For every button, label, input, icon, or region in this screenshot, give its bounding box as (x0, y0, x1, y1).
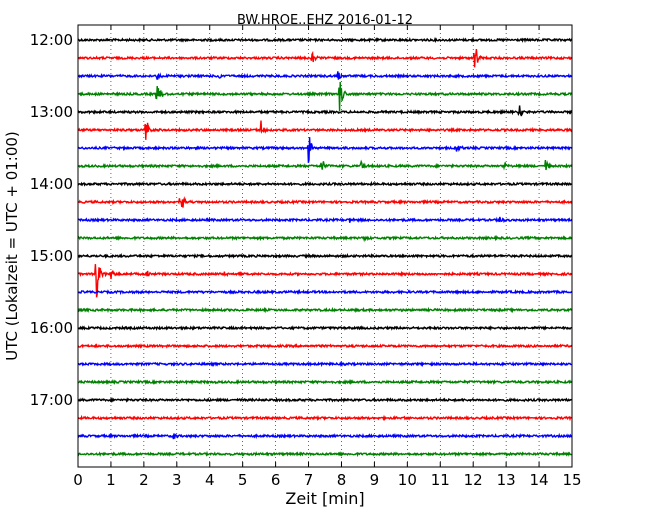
x-tick-label: 14 (530, 471, 549, 489)
y-tick-label: 14:00 (30, 175, 73, 193)
x-tick-label: 0 (73, 471, 83, 489)
x-tick-label: 9 (370, 471, 380, 489)
x-tick-label: 8 (337, 471, 347, 489)
trace-line (77, 288, 573, 296)
grid (78, 25, 572, 467)
x-tick-label: 15 (562, 471, 581, 489)
y-tick-label: 12:00 (30, 31, 73, 49)
y-tick-label: 17:00 (30, 391, 73, 409)
y-tick-label: 15:00 (30, 247, 73, 265)
axis-ticks: 0 1 2 3 4 5 6 7 8 9 10 11 12 13 14 1512:0013:0014:0015:… (30, 25, 582, 489)
trace-line (78, 378, 573, 386)
x-tick-label: 11 (431, 471, 450, 489)
trace-line (77, 325, 572, 332)
y-axis-label: UTC (Lokalzeit = UTC + 01:00) (3, 131, 21, 361)
trace-line (77, 432, 572, 440)
trace-line (77, 196, 573, 208)
y-tick-label: 16:00 (30, 319, 73, 337)
y-tick-label: 13:00 (30, 103, 73, 121)
x-tick-label: 12 (464, 471, 483, 489)
x-axis-label: Zeit [min] (285, 489, 364, 508)
trace-line (77, 360, 572, 368)
trace-line (77, 264, 573, 298)
plot-frame (77, 24, 573, 468)
traces (77, 36, 573, 458)
trace-line (77, 234, 573, 243)
trace-line (77, 105, 573, 117)
trace-line (77, 396, 573, 404)
trace-line (77, 306, 573, 314)
x-tick-label: 6 (271, 471, 281, 489)
x-tick-label: 2 (139, 471, 149, 489)
trace-line (77, 450, 573, 458)
trace-line (77, 159, 573, 171)
x-tick-label: 7 (304, 471, 314, 489)
trace-line (78, 71, 573, 80)
trace-line (77, 252, 573, 259)
x-tick-label: 10 (398, 471, 417, 489)
x-tick-label: 3 (172, 471, 182, 489)
trace-line (77, 414, 573, 422)
trace-line (77, 36, 573, 44)
x-tick-label: 1 (106, 471, 116, 489)
trace-line (77, 137, 573, 163)
trace-line (77, 216, 573, 224)
trace-line (77, 120, 573, 140)
trace-line (77, 343, 573, 349)
trace-line (77, 49, 573, 68)
trace-line (77, 180, 572, 188)
x-tick-label: 13 (497, 471, 516, 489)
x-tick-label: 5 (238, 471, 248, 489)
chart-title: BW.HROE..EHZ 2016-01-12 (237, 13, 413, 28)
x-tick-label: 4 (205, 471, 215, 489)
trace-line (77, 81, 573, 112)
